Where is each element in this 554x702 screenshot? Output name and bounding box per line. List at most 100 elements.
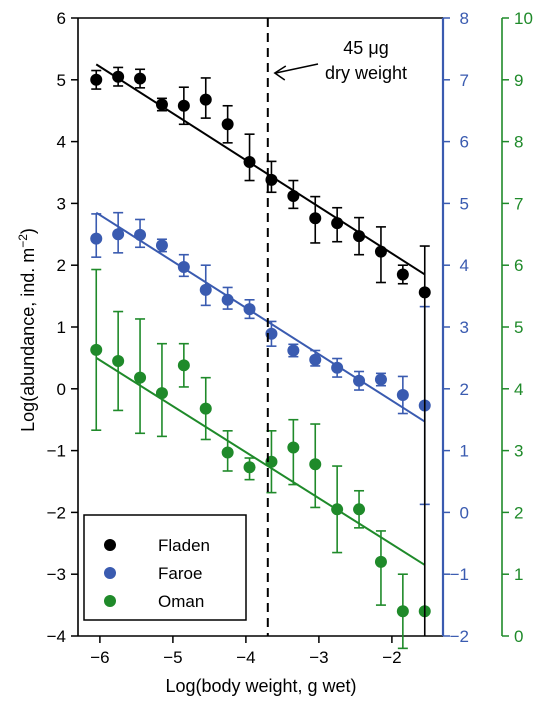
left-axis-tick-label: 3: [57, 194, 66, 213]
legend-label-fladen: Fladen: [158, 536, 210, 555]
data-point-oman: [309, 458, 322, 471]
right-axis-1-tick-label: 0: [460, 503, 469, 522]
y-axis-label-main: Log(abundance, ind. m: [18, 248, 38, 432]
data-point-fladen: [90, 73, 103, 86]
right-axis-2-tick-label: 8: [514, 133, 523, 152]
data-point-faroe: [177, 261, 190, 274]
data-point-fladen: [112, 70, 125, 83]
data-point-fladen: [396, 268, 409, 281]
right-axis-2-tick-label: 7: [514, 194, 523, 213]
data-point-oman: [287, 441, 300, 454]
series-fladen: [90, 63, 431, 299]
data-point-oman: [374, 555, 387, 568]
right-axis-2-tick-label: 9: [514, 71, 523, 90]
data-point-faroe: [331, 361, 344, 374]
left-axis-tick-label: 5: [57, 71, 66, 90]
right-axis-2-tick-label: 5: [514, 318, 523, 337]
right-axis-2-tick-label: 2: [514, 503, 523, 522]
x-axis-tick-label: −3: [309, 648, 328, 667]
data-point-fladen: [221, 118, 234, 131]
data-point-fladen: [134, 72, 147, 85]
data-point-oman: [134, 371, 147, 384]
data-point-oman: [155, 387, 168, 400]
data-point-fladen: [243, 155, 256, 168]
right-axis-1-tick-label: 6: [460, 133, 469, 152]
legend-marker-oman: [104, 595, 116, 607]
annotation-line-1: 45 μg: [343, 38, 388, 58]
left-axis-tick-label: −2: [47, 503, 66, 522]
data-point-faroe: [90, 232, 103, 245]
y-axis-label-superscript: −2: [16, 234, 30, 248]
data-point-fladen: [177, 99, 190, 112]
series-oman: [90, 268, 431, 650]
left-axis-tick-label: 1: [57, 318, 66, 337]
data-point-fladen: [374, 245, 387, 258]
data-point-faroe: [199, 283, 212, 296]
data-point-faroe: [374, 373, 387, 386]
right-axis-1-tick-label: 4: [460, 256, 469, 275]
annotation-layer: 45 μg dry weight: [266, 18, 407, 636]
left-axis-tick-label: 2: [57, 256, 66, 275]
data-point-faroe: [134, 228, 147, 241]
data-point-faroe: [396, 388, 409, 401]
x-axis-tick-label: −5: [163, 648, 182, 667]
data-point-oman: [199, 402, 212, 415]
legend-label-oman: Oman: [158, 592, 204, 611]
right-axis-2-tick-label: 0: [514, 627, 523, 646]
right-axis-1-tick-label: 1: [460, 442, 469, 461]
data-point-oman: [353, 503, 366, 516]
x-axis-tick-label: −6: [90, 648, 109, 667]
right-axis-2-tick-label: 4: [514, 380, 523, 399]
data-point-faroe: [221, 293, 234, 306]
data-point-oman: [221, 446, 234, 459]
data-point-fladen: [353, 230, 366, 243]
legend-label-faroe: Faroe: [158, 564, 202, 583]
data-point-oman: [396, 605, 409, 618]
left-axis-tick-label: 0: [57, 380, 66, 399]
x-axis-label: Log(body weight, g wet): [165, 676, 356, 696]
data-point-faroe: [243, 303, 256, 316]
y-axis-label-close: ): [18, 228, 38, 234]
data-point-fladen: [331, 217, 344, 230]
data-point-oman: [112, 354, 125, 367]
left-axis-tick-label: −4: [47, 627, 66, 646]
right-axis-1-tick-label: 3: [460, 318, 469, 337]
right-axis-1-tick-label: 7: [460, 71, 469, 90]
data-point-oman: [243, 461, 256, 474]
data-point-oman: [331, 503, 344, 516]
right-axis-2-tick-label: 3: [514, 442, 523, 461]
data-point-fladen: [199, 93, 212, 106]
series-faroe: [90, 211, 431, 506]
data-point-fladen: [155, 98, 168, 111]
right-axis-1-tick-label: 5: [460, 194, 469, 213]
annotation-arrow-shaft: [275, 63, 319, 74]
data-point-oman: [177, 359, 190, 372]
legend-marker-fladen: [104, 539, 116, 551]
data-point-faroe: [353, 374, 366, 387]
left-axis-tick-label: 6: [57, 9, 66, 28]
annotation-arrow-head: [273, 65, 287, 81]
right-axis-1-tick-label: −2: [450, 627, 469, 646]
x-axis-tick-label: −4: [236, 648, 255, 667]
data-point-faroe: [112, 228, 125, 241]
data-point-fladen: [309, 212, 322, 225]
right-axis-2-tick-label: 1: [514, 565, 523, 584]
left-axis-tick-label: −1: [47, 442, 66, 461]
data-point-faroe: [287, 344, 300, 357]
left-axis-tick-label: −3: [47, 565, 66, 584]
annotation-line-2: dry weight: [325, 63, 407, 83]
right-axis-2-tick-label: 6: [514, 256, 523, 275]
right-axis-1-tick-label: 2: [460, 380, 469, 399]
series-layer: [90, 63, 431, 650]
legend: Fladen Faroe Oman: [83, 514, 247, 621]
y-axis-label: Log(abundance, ind. m−2): [16, 228, 38, 432]
legend-marker-faroe: [104, 567, 116, 579]
axes-layer: −4 −3 −2 −1 0 1 2 3 4 5 6 −2 −1 0 1 2 3 4 5 6 7 8 0 1 2 3 4 5 6 7 8 9 10…: [47, 9, 533, 667]
data-point-faroe: [309, 353, 322, 366]
left-axis-tick-label: 4: [57, 133, 66, 152]
data-point-faroe: [155, 239, 168, 252]
x-axis-tick-label: −2: [382, 648, 401, 667]
right-axis-1-tick-label: 8: [460, 9, 469, 28]
fit-line-faroe: [95, 211, 426, 423]
